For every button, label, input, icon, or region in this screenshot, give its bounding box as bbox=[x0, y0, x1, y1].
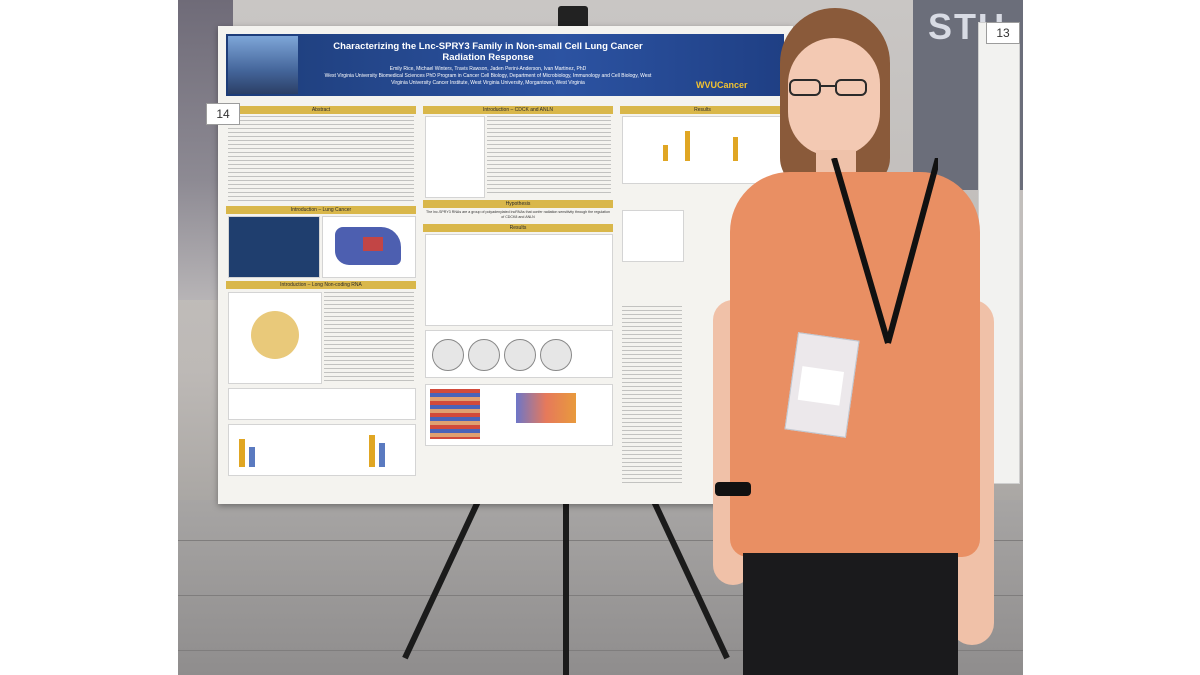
header-building-photo bbox=[228, 36, 298, 94]
easel-leg bbox=[563, 495, 569, 675]
section-intro-cdck: Introduction – CDCK and ANLN bbox=[423, 106, 613, 114]
cdck-text bbox=[487, 116, 611, 196]
section-results-right: Results bbox=[620, 106, 785, 114]
figure-us-map bbox=[322, 216, 416, 278]
photo-scene: STU 13 Characterizing the Lnc-SPRY3 Fami… bbox=[178, 0, 1023, 675]
watch bbox=[715, 482, 751, 496]
poster-column-right: Results bbox=[620, 106, 785, 496]
section-abstract: Abstract bbox=[226, 106, 416, 114]
presenter bbox=[688, 0, 1023, 675]
figure-lung-stats bbox=[228, 216, 320, 278]
lanyard bbox=[831, 158, 938, 344]
poster-column-center: Introduction – CDCK and ANLN Hypothesis … bbox=[423, 106, 613, 496]
pants bbox=[743, 553, 958, 675]
affiliation-line: West Virginia University Biomedical Scie… bbox=[324, 73, 652, 86]
figure-petri-dishes bbox=[425, 330, 613, 378]
figure-gel-images bbox=[425, 234, 613, 326]
conclusion-text bbox=[622, 306, 682, 486]
authors-line: Emily Rice, Michael Winters, Travis Raws… bbox=[389, 66, 587, 72]
poster-header: Characterizing the Lnc-SPRY3 Family in N… bbox=[226, 34, 784, 96]
glasses-icon bbox=[789, 79, 867, 96]
section-intro-lnc: Introduction – Long Non-coding RNA bbox=[226, 281, 416, 289]
wvu-cancer-logo: WVUCancer bbox=[696, 80, 748, 90]
name-badge-card bbox=[797, 366, 845, 406]
figure-results-bars bbox=[622, 116, 784, 184]
figure-heatmaps bbox=[425, 384, 613, 446]
board-number-right: 13 bbox=[986, 22, 1020, 44]
section-intro-lung: Introduction – Lung Cancer bbox=[226, 206, 416, 214]
poster-authors: Emily Rice, Michael Winters, Travis Raws… bbox=[318, 66, 658, 87]
poster-title: Characterizing the Lnc-SPRY3 Family in N… bbox=[333, 41, 643, 63]
figure-wells bbox=[622, 210, 684, 262]
figure-bar-charts bbox=[228, 424, 416, 476]
hypothesis-text: The lnc-SPRY3 RNAs are a group of polyad… bbox=[426, 210, 610, 219]
board-number-left: 14 bbox=[206, 103, 240, 125]
research-poster: Characterizing the Lnc-SPRY3 Family in N… bbox=[218, 26, 793, 504]
section-results-center: Results bbox=[423, 224, 613, 232]
figure-survival-curve bbox=[425, 116, 485, 198]
figure-lnc-spry3-locus bbox=[228, 388, 416, 420]
face bbox=[788, 38, 880, 156]
figure-lncrna-diagram bbox=[228, 292, 322, 384]
poster-column-left: Abstract Introduction – Lung Cancer Intr… bbox=[226, 106, 416, 496]
abstract-text bbox=[228, 116, 414, 204]
lncrna-text bbox=[324, 292, 414, 382]
section-hypothesis: Hypothesis bbox=[423, 200, 613, 208]
